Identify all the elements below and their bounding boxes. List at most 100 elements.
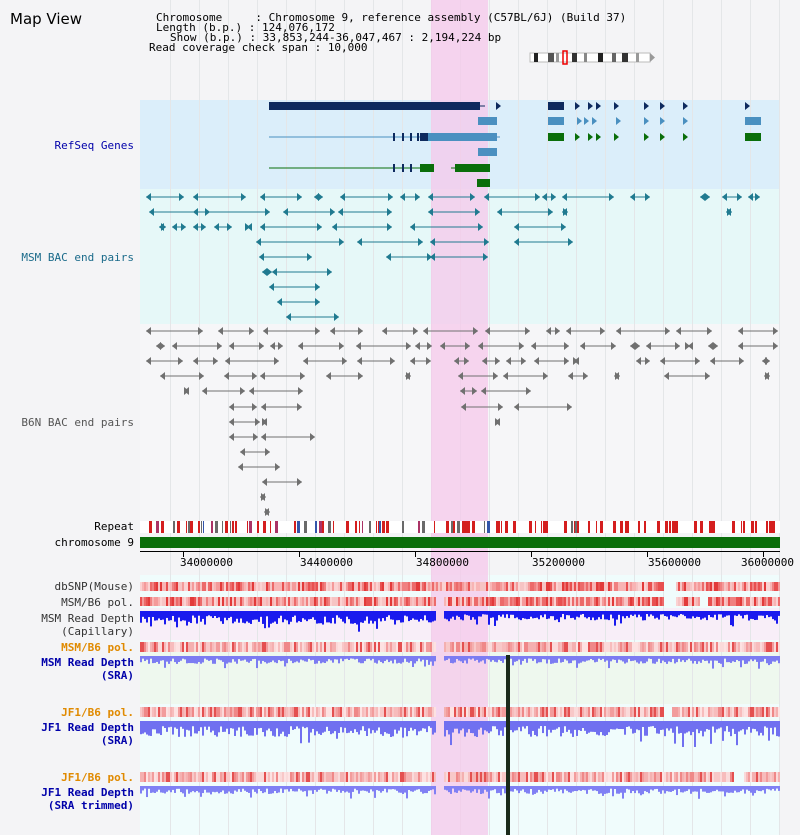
polymorphism-strip-cell: [692, 597, 694, 606]
bac-end-marker: [583, 372, 588, 380]
read-depth-bar: [290, 656, 292, 661]
read-depth-bar: [144, 611, 146, 619]
polymorphism-strip-cell: [162, 772, 164, 782]
read-depth-bar: [502, 721, 504, 736]
read-depth-bar: [428, 656, 430, 665]
polymorphism-strip-cell: [282, 707, 284, 717]
bac-end-marker: [238, 463, 243, 471]
read-depth-bar: [522, 721, 524, 727]
read-depth-bar: [144, 721, 146, 733]
polymorphism-strip-cell: [378, 772, 380, 782]
polymorphism-strip-cell: [644, 597, 646, 606]
read-depth-bar: [406, 721, 408, 737]
polymorphism-strip-cell: [444, 642, 446, 652]
read-depth-bar: [466, 786, 468, 791]
polymorphism-strip-cell: [354, 642, 356, 652]
polymorphism-strip-cell: [760, 772, 762, 782]
polymorphism-strip-cell: [480, 772, 482, 782]
read-depth-bar: [614, 611, 616, 626]
repeat-element: [677, 521, 678, 533]
read-depth-bar: [644, 786, 646, 792]
polymorphism-strip-cell: [364, 582, 366, 591]
read-depth-bar: [512, 721, 514, 733]
polymorphism-strip-cell: [516, 582, 518, 591]
polymorphism-strip-cell: [270, 707, 272, 717]
read-depth-bar: [596, 721, 598, 735]
gene-arrow: [644, 133, 649, 141]
gene-exon: [455, 164, 490, 172]
polymorphism-strip-cell: [660, 582, 662, 591]
polymorphism-strip-cell: [408, 582, 410, 591]
read-depth-bar: [248, 611, 250, 623]
track-label-b6n-bac[interactable]: B6N BAC end pairs: [21, 416, 134, 429]
polymorphism-strip-cell: [746, 772, 748, 782]
polymorphism-strip-cell: [252, 582, 254, 591]
read-depth-bar: [338, 786, 340, 791]
read-depth-bar: [650, 721, 652, 727]
polymorphism-strip-cell: [420, 642, 422, 652]
polymorphism-strip-cell: [456, 582, 458, 591]
read-depth-bar: [198, 721, 200, 732]
page-title: Map View: [10, 10, 83, 28]
polymorphism-strip-cell: [558, 642, 560, 652]
bac-end-marker: [548, 208, 553, 216]
read-depth-bar: [386, 721, 388, 734]
track-label-msm-bac[interactable]: MSM BAC end pairs: [21, 251, 134, 264]
read-depth-bar: [404, 611, 406, 616]
polymorphism-strip-cell: [622, 707, 624, 717]
read-depth-bar: [574, 786, 576, 791]
polymorphism-strip-cell: [594, 597, 596, 606]
polymorphism-strip-cell: [530, 707, 532, 717]
read-depth-bar: [282, 656, 284, 661]
read-depth-bar: [188, 611, 190, 622]
polymorphism-strip-cell: [542, 642, 544, 652]
polymorphism-strip-cell: [340, 772, 342, 782]
polymorphism-strip-cell: [516, 642, 518, 652]
bac-end-marker: [240, 448, 245, 456]
gene-exon: [548, 102, 564, 110]
read-depth-bar: [704, 611, 706, 618]
polymorphism-strip-cell: [312, 707, 314, 717]
read-depth-bar: [306, 721, 308, 728]
read-depth-bar: [570, 786, 572, 793]
bac-end-marker: [546, 327, 551, 335]
read-depth-bar: [186, 611, 188, 626]
polymorphism-strip-cell: [356, 582, 358, 591]
read-depth-bar: [358, 721, 360, 735]
polymorphism-strip-cell: [594, 707, 596, 717]
polymorphism-strip-cell: [580, 642, 582, 652]
gene-exon: [425, 133, 497, 141]
polymorphism-strip-cell: [348, 772, 350, 782]
track-label-refseq[interactable]: RefSeq Genes: [54, 139, 134, 152]
read-depth-bar: [208, 721, 210, 727]
read-depth-bar: [172, 721, 174, 735]
polymorphism-strip-cell: [452, 707, 454, 717]
polymorphism-strip-cell: [470, 582, 472, 591]
polymorphism-strip-cell: [338, 642, 340, 652]
polymorphism-strip-cell: [520, 582, 522, 591]
polymorphism-strip-cell: [422, 582, 424, 591]
repeat-element: [752, 521, 754, 533]
polymorphism-strip-cell: [324, 597, 326, 606]
polymorphism-strip-cell: [426, 772, 428, 782]
bac-end-marker: [430, 238, 435, 246]
bac-end-marker: [265, 208, 270, 216]
polymorphism-strip-cell: [720, 597, 722, 606]
grid-line: [315, 0, 316, 835]
read-depth-bar: [574, 721, 576, 730]
polymorphism-strip-cell: [714, 642, 716, 652]
bac-end-marker: [298, 342, 303, 350]
polymorphism-strip-cell: [330, 642, 332, 652]
polymorphism-strip-cell: [676, 772, 678, 782]
polymorphism-strip-cell: [710, 772, 712, 782]
read-depth-bar: [500, 656, 502, 661]
read-depth-bar: [222, 721, 224, 732]
read-depth-bar: [764, 721, 766, 727]
polymorphism-strip-cell: [334, 582, 336, 591]
read-depth-bar: [464, 656, 466, 661]
polymorphism-strip-cell: [362, 707, 364, 717]
read-depth-bar: [778, 786, 780, 791]
read-depth-bar: [292, 611, 294, 617]
polymorphism-strip-cell: [152, 642, 154, 652]
